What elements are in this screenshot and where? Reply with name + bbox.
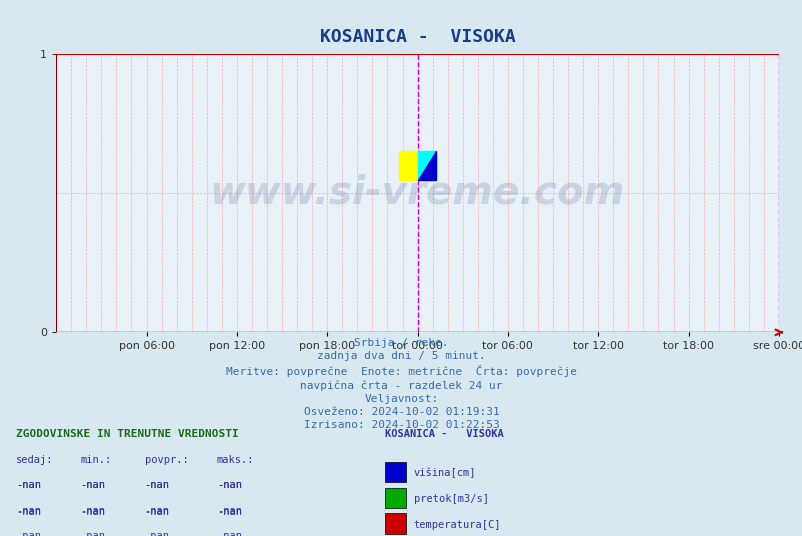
Text: -nan: -nan xyxy=(144,534,169,536)
Text: -nan: -nan xyxy=(144,532,169,536)
Text: -nan: -nan xyxy=(80,480,105,490)
Text: -nan: -nan xyxy=(16,480,41,490)
Text: višina[cm]: višina[cm] xyxy=(413,468,476,478)
Text: -nan: -nan xyxy=(144,507,169,517)
Text: -nan: -nan xyxy=(144,480,169,490)
Text: -nan: -nan xyxy=(16,480,41,490)
Text: -nan: -nan xyxy=(16,534,41,536)
Text: -nan: -nan xyxy=(217,507,241,517)
Text: -nan: -nan xyxy=(144,480,169,490)
Text: -nan: -nan xyxy=(80,505,105,516)
Title: KOSANICA -  VISOKA: KOSANICA - VISOKA xyxy=(319,28,515,47)
Text: -nan: -nan xyxy=(217,480,241,490)
FancyBboxPatch shape xyxy=(385,488,405,508)
Text: -nan: -nan xyxy=(16,505,41,516)
Bar xyxy=(417,151,435,181)
Text: -nan: -nan xyxy=(16,532,41,536)
Text: temperatura[C]: temperatura[C] xyxy=(413,520,500,530)
Text: ZGODOVINSKE IN TRENUTNE VREDNOSTI: ZGODOVINSKE IN TRENUTNE VREDNOSTI xyxy=(16,429,238,439)
FancyBboxPatch shape xyxy=(385,461,405,482)
Text: pretok[m3/s]: pretok[m3/s] xyxy=(413,494,488,504)
FancyBboxPatch shape xyxy=(385,513,405,534)
Text: -nan: -nan xyxy=(80,532,105,536)
Text: -nan: -nan xyxy=(217,480,241,490)
Text: Srbija / reke.
zadnja dva dni / 5 minut.
Meritve: povprečne  Enote: metrične  Čr: Srbija / reke. zadnja dva dni / 5 minut.… xyxy=(225,338,577,430)
Text: www.si-vreme.com: www.si-vreme.com xyxy=(209,174,625,212)
Bar xyxy=(399,151,417,181)
Text: -nan: -nan xyxy=(80,534,105,536)
Text: min.:: min.: xyxy=(80,455,111,465)
Text: -nan: -nan xyxy=(80,480,105,490)
Text: sedaj:: sedaj: xyxy=(16,455,54,465)
Text: -nan: -nan xyxy=(217,532,241,536)
Text: KOSANICA -   VISOKA: KOSANICA - VISOKA xyxy=(385,429,504,439)
Text: povpr.:: povpr.: xyxy=(144,455,188,465)
Text: maks.:: maks.: xyxy=(217,455,254,465)
Text: -nan: -nan xyxy=(144,505,169,516)
Text: -nan: -nan xyxy=(217,534,241,536)
Polygon shape xyxy=(417,151,435,181)
Text: -nan: -nan xyxy=(217,505,241,516)
Text: -nan: -nan xyxy=(80,507,105,517)
Text: -nan: -nan xyxy=(16,507,41,517)
